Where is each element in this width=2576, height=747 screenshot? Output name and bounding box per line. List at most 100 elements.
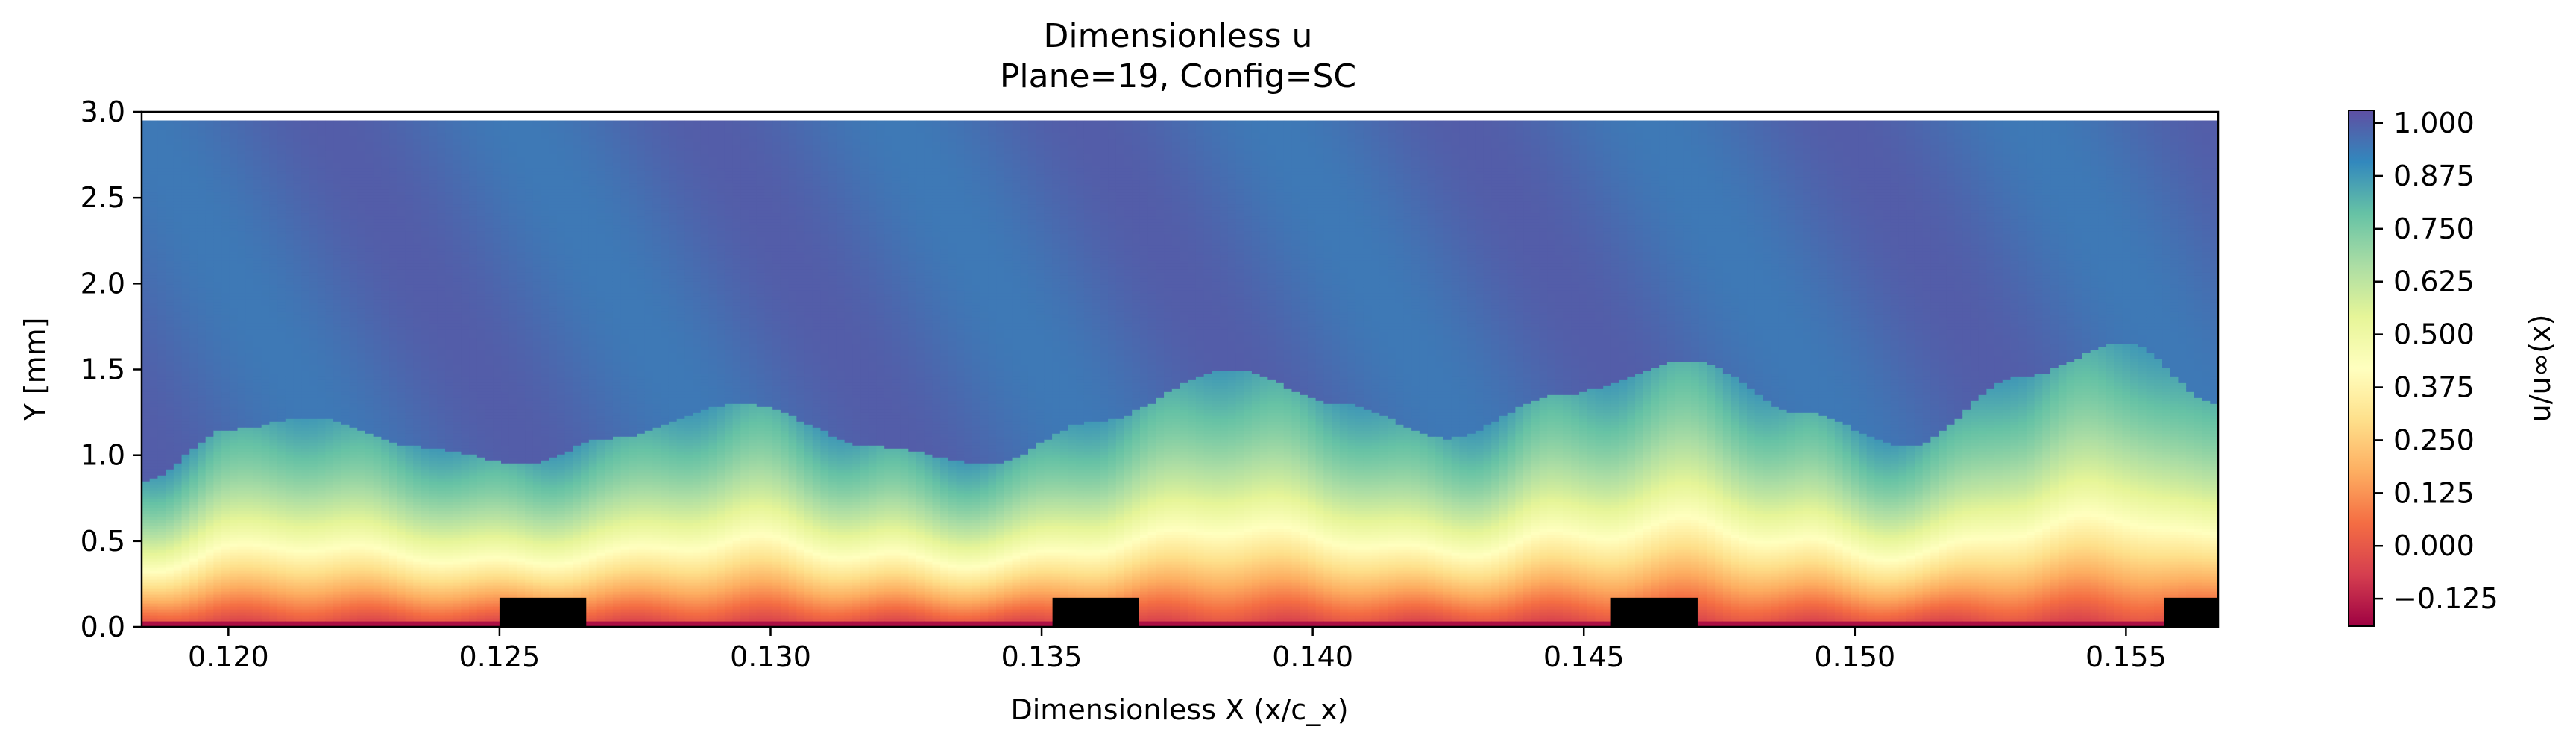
field-cell <box>174 579 182 583</box>
field-cell <box>301 326 309 330</box>
field-cell <box>262 302 270 306</box>
field-cell <box>142 347 150 350</box>
field-cell <box>269 374 277 377</box>
field-cell <box>230 594 238 598</box>
field-cell <box>238 439 246 443</box>
field-cell <box>301 585 309 589</box>
field-cell <box>166 260 174 264</box>
field-cell <box>277 490 286 494</box>
field-cell <box>182 221 190 225</box>
field-cell <box>189 520 198 523</box>
field-cell <box>142 469 150 473</box>
field-cell <box>206 433 214 437</box>
field-cell <box>230 564 238 568</box>
field-cell <box>150 466 158 470</box>
field-cell <box>262 266 270 270</box>
field-cell <box>213 317 221 321</box>
field-cell <box>182 121 190 125</box>
field-cell <box>277 415 286 419</box>
field-cell <box>301 576 309 580</box>
field-cell <box>206 448 214 452</box>
field-cell <box>166 242 174 246</box>
field-cell <box>213 472 221 476</box>
field-cell <box>157 368 166 371</box>
field-cell <box>142 266 150 270</box>
field-cell <box>150 570 158 574</box>
field-cell <box>230 290 238 294</box>
field-cell <box>238 388 246 392</box>
field-cell <box>277 385 286 389</box>
field-cell <box>230 269 238 273</box>
field-cell <box>301 523 309 526</box>
field-cell <box>301 451 309 455</box>
field-cell <box>269 430 277 434</box>
field-cell <box>253 549 262 553</box>
field-cell <box>294 502 302 505</box>
field-cell <box>150 130 158 133</box>
field-cell <box>142 124 150 127</box>
field-cell <box>245 520 253 523</box>
field-cell <box>301 421 309 425</box>
field-cell <box>189 374 198 377</box>
field-cell <box>262 127 270 130</box>
field-cell <box>166 424 174 428</box>
field-cell <box>157 224 166 228</box>
field-cell <box>166 209 174 213</box>
field-cell <box>277 168 286 171</box>
field-cell <box>166 400 174 404</box>
field-cell <box>262 320 270 324</box>
field-cell <box>262 278 270 282</box>
field-cell <box>213 469 221 473</box>
field-cell <box>206 469 214 473</box>
field-cell <box>262 215 270 219</box>
field-cell <box>238 403 246 407</box>
field-cell <box>182 127 190 130</box>
field-cell <box>309 508 318 511</box>
field-cell <box>157 400 166 404</box>
field-cell <box>294 436 302 440</box>
field-cell <box>189 201 198 204</box>
field-cell <box>269 549 277 553</box>
field-cell <box>150 133 158 136</box>
field-cell <box>213 233 221 237</box>
field-cell <box>142 463 150 467</box>
field-cell <box>198 314 206 318</box>
field-cell <box>174 121 182 125</box>
field-cell <box>213 326 221 330</box>
field-cell <box>206 284 214 288</box>
field-cell <box>230 451 238 455</box>
field-cell <box>150 156 158 160</box>
field-cell <box>286 278 294 282</box>
field-cell <box>174 260 182 264</box>
field-cell <box>245 538 253 541</box>
field-cell <box>294 177 302 180</box>
field-cell <box>262 517 270 520</box>
field-cell <box>301 526 309 529</box>
field-cell <box>245 523 253 526</box>
field-cell <box>269 618 277 622</box>
field-cell <box>269 517 277 520</box>
field-cell <box>150 144 158 148</box>
field-cell <box>277 192 286 195</box>
field-cell <box>189 278 198 282</box>
field-cell <box>286 218 294 222</box>
field-cell <box>198 600 206 604</box>
field-cell <box>269 284 277 288</box>
field-cell <box>262 561 270 565</box>
field-cell <box>213 400 221 404</box>
field-cell <box>277 311 286 315</box>
field-cell <box>230 478 238 482</box>
field-cell <box>262 230 270 234</box>
field-cell <box>213 505 221 508</box>
field-cell <box>301 511 309 514</box>
field-cell <box>198 239 206 243</box>
field-cell <box>198 466 206 470</box>
field-cell <box>221 180 230 183</box>
field-cell <box>245 147 253 151</box>
field-cell <box>189 555 198 559</box>
field-cell <box>269 305 277 309</box>
field-cell <box>253 567 262 571</box>
field-cell <box>157 561 166 565</box>
field-cell <box>166 204 174 207</box>
field-cell <box>189 296 198 300</box>
